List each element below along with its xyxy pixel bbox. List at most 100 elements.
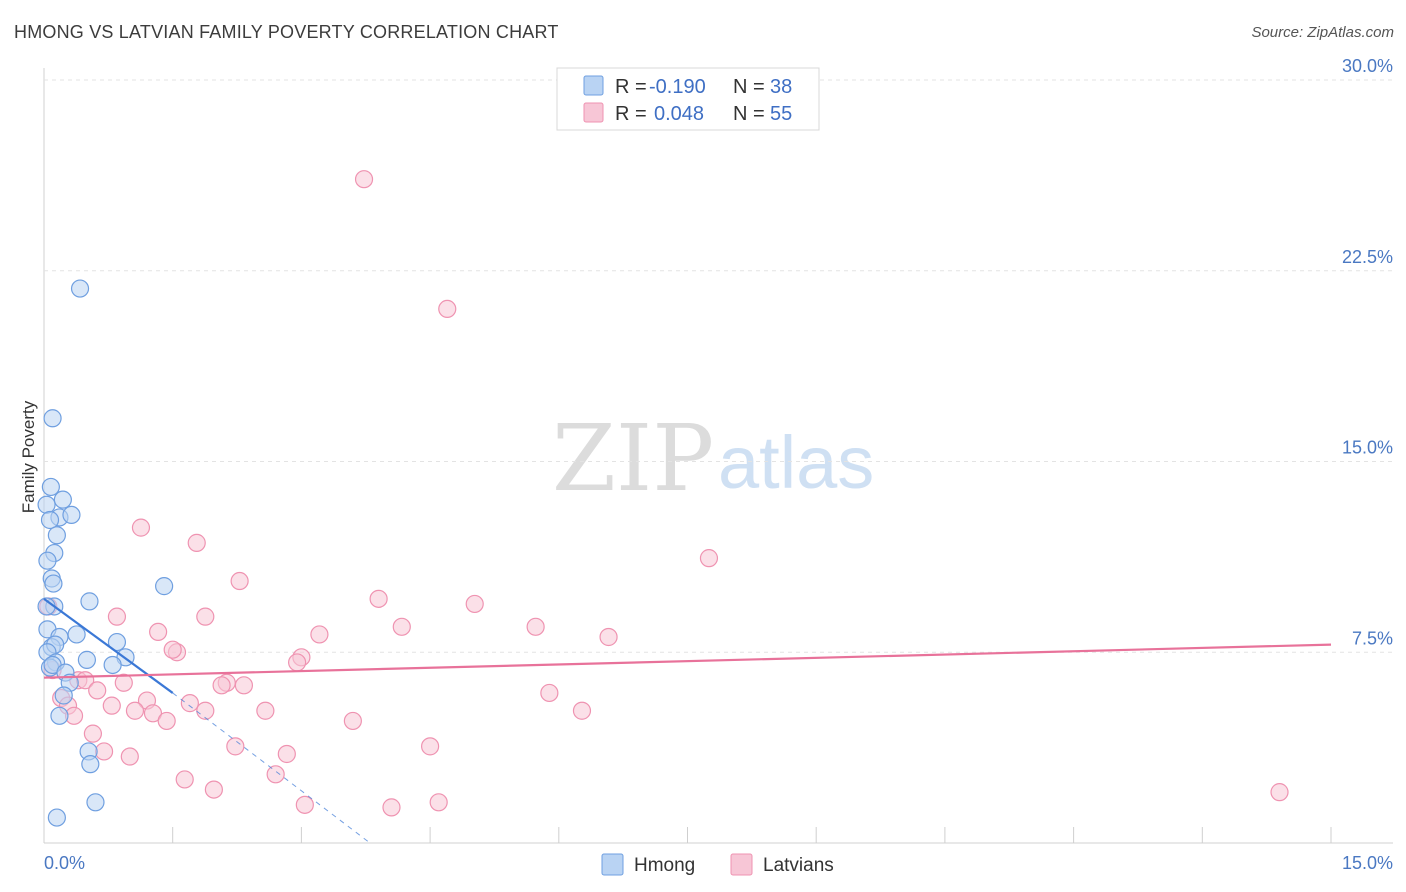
latvian-point-5 (230, 571, 249, 591)
hmong-point-12 (44, 574, 63, 593)
latvian-point-35 (143, 704, 163, 723)
hmong-point-35 (81, 755, 100, 774)
latvian-point-45 (94, 742, 114, 761)
latvian-point-34 (125, 701, 145, 720)
hmong-point-20 (107, 632, 127, 652)
latvian-point-28 (540, 683, 559, 703)
y-tick-label-1: 15.0% (1342, 438, 1393, 458)
latvian-point-9 (107, 607, 127, 626)
hmong-point-36 (86, 793, 105, 812)
series-legend: Hmong Latvians (601, 853, 834, 876)
hmong-point-4 (37, 495, 56, 514)
latvian-point-32 (102, 696, 121, 715)
y-tick-labels: 7.5% 15.0% 22.5% 30.0% (1342, 56, 1393, 648)
x-tick-label-min: 0.0% (44, 853, 85, 873)
hmong-point-2 (41, 477, 60, 497)
watermark-atlas: atlas (718, 421, 874, 504)
hmong-point-7 (40, 510, 60, 530)
hmong-point-1 (43, 409, 62, 428)
hmong-point-26 (103, 655, 122, 675)
legend-swatch-hmong (583, 75, 604, 96)
legend-r-label-hmong: R = (615, 76, 647, 98)
latvian-point-2 (699, 549, 719, 568)
latvian-point-16 (163, 640, 182, 659)
hmong-trend-extension (172, 692, 371, 844)
hmong-point-10 (38, 551, 57, 570)
latvian-point-23 (114, 673, 133, 692)
latvian-trend-line (43, 643, 1332, 679)
latvian-point-11 (392, 617, 411, 636)
latvian-point-50 (204, 780, 223, 799)
y-tick-label-0: 7.5% (1352, 628, 1393, 648)
latvian-point-38 (572, 701, 592, 720)
legend-swatch-latvians (583, 102, 604, 123)
correlation-legend: R = -0.190 N = 38 R = 0.048 N = 55 (556, 67, 820, 131)
y-tick-label-2: 22.5% (1342, 247, 1393, 267)
legend-n-label-latvians: N = (733, 103, 765, 125)
latvian-point-12 (149, 622, 168, 642)
legend-n-label-hmong: N = (733, 76, 765, 98)
legend-r-value-latvians: 0.048 (654, 103, 704, 125)
latvian-point-0 (354, 170, 374, 189)
legend-r-value-hmong: -0.190 (649, 76, 706, 98)
latvian-point-6 (369, 589, 388, 608)
latvian-point-25 (212, 676, 231, 695)
latvian-point-47 (277, 744, 296, 764)
legend-r-label-latvians: R = (615, 103, 647, 125)
hmong-point-14 (80, 592, 99, 611)
latvian-point-44 (421, 737, 440, 756)
latvian-point-8 (196, 607, 215, 626)
bottom-legend-label-hmong: Hmong (634, 855, 695, 876)
hmong-points (37, 279, 174, 827)
latvian-points (39, 170, 1289, 817)
latvian-point-51 (295, 795, 314, 814)
latvian-point-3 (131, 518, 151, 537)
bottom-legend-label-latvians: Latvians (763, 855, 834, 876)
latvian-point-48 (266, 765, 285, 784)
trend-lines (43, 597, 1332, 844)
hmong-point-3 (53, 490, 72, 509)
latvian-point-27 (88, 681, 107, 700)
latvian-point-4 (187, 533, 206, 552)
source-note: Source: ZipAtlas.com (1251, 24, 1394, 41)
latvian-point-43 (226, 737, 245, 756)
latvian-point-13 (310, 625, 329, 644)
latvian-point-36 (196, 701, 215, 720)
bottom-legend-swatch-latvians (730, 853, 753, 876)
latvian-point-46 (120, 747, 139, 766)
hmong-point-6 (62, 505, 81, 525)
hmong-point-13 (155, 577, 174, 596)
hmong-point-33 (50, 706, 69, 725)
latvian-point-7 (465, 594, 484, 614)
latvian-point-37 (256, 701, 275, 720)
y-axis-label: Family Poverty (19, 400, 38, 513)
latvian-point-1 (438, 299, 457, 318)
hmong-trend-line (43, 597, 174, 694)
latvian-point-42 (83, 724, 103, 743)
latvian-point-52 (382, 798, 401, 817)
bottom-legend-swatch-hmong (601, 853, 624, 876)
hmong-point-0 (70, 279, 90, 298)
latvian-point-31 (180, 694, 199, 713)
latvian-point-18 (288, 653, 307, 672)
x-tick-marks (172, 827, 1332, 843)
latvian-point-14 (599, 627, 618, 647)
latvian-point-54 (1270, 783, 1289, 802)
hmong-point-37 (47, 808, 66, 827)
gridlines (44, 79, 1393, 653)
latvian-point-53 (429, 793, 448, 812)
latvian-point-49 (175, 770, 194, 789)
watermark-zip: ZIP (552, 405, 714, 512)
latvian-point-40 (157, 711, 176, 731)
hmong-point-24 (77, 650, 97, 669)
y-tick-label-3: 30.0% (1342, 56, 1393, 76)
legend-n-value-latvians: 55 (770, 103, 792, 125)
chart-title: HMONG VS LATVIAN FAMILY POVERTY CORRELAT… (14, 22, 559, 42)
hmong-point-32 (54, 686, 73, 705)
x-tick-label-max: 15.0% (1342, 853, 1393, 873)
hmong-point-19 (67, 625, 86, 644)
legend-n-value-hmong: 38 (770, 76, 792, 98)
latvian-point-26 (234, 676, 254, 695)
latvian-point-10 (526, 617, 545, 636)
